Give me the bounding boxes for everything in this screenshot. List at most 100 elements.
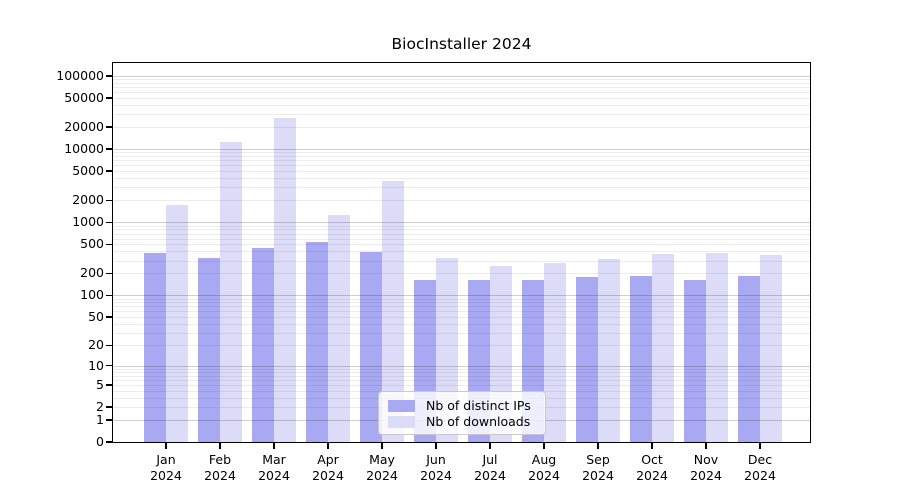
x-tick-label-year: 2024: [204, 467, 236, 483]
x-tick-label: Apr 2024: [296, 452, 360, 483]
y-tick-label: 5000: [72, 163, 104, 179]
x-tick-label-year: 2024: [366, 467, 398, 483]
x-tick: [381, 443, 383, 449]
y-tick: [106, 384, 113, 386]
x-tick: [165, 443, 167, 449]
x-tick-label-year: 2024: [582, 467, 614, 483]
x-tick-label-month: Nov: [693, 452, 719, 467]
gridline-minor: [113, 171, 810, 173]
x-tick-label: Oct 2024: [620, 452, 684, 483]
gridline-minor: [113, 187, 810, 189]
legend: Nb of distinct IPs Nb of downloads: [378, 391, 546, 435]
gridline-minor: [113, 178, 810, 180]
gridline-minor: [113, 323, 810, 325]
y-tick: [106, 344, 113, 346]
gridline-minor: [113, 306, 810, 308]
gridline-minor: [113, 385, 810, 387]
gridline-major: [113, 365, 810, 367]
gridline-minor: [113, 229, 810, 231]
gridline-minor: [113, 316, 810, 318]
gridline-minor: [113, 114, 810, 116]
bar-distinct-ips-sep-2024: [576, 276, 598, 442]
x-tick-label-month: Aug: [531, 452, 557, 467]
gridline-minor: [113, 79, 810, 81]
bar-downloads-may-2024: [382, 181, 404, 442]
y-tick-label: 5: [96, 377, 104, 393]
x-tick-label-month: May: [369, 452, 395, 467]
y-tick-label: 50000: [64, 89, 104, 105]
y-tick-label: 200: [80, 265, 104, 281]
x-tick: [273, 443, 275, 449]
x-tick: [327, 443, 329, 449]
x-tick: [543, 443, 545, 449]
y-tick: [106, 294, 113, 296]
y-tick-label: 0: [96, 434, 104, 449]
gridline-minor: [113, 244, 810, 246]
gridline-minor: [113, 200, 810, 202]
gridline-minor: [113, 332, 810, 334]
y-tick-label: 100: [80, 287, 104, 303]
y-tick-label: 2000: [72, 192, 104, 208]
gridline-minor: [113, 260, 810, 262]
gridline-minor: [113, 273, 810, 275]
y-tick: [106, 419, 113, 421]
gridline-minor: [113, 225, 810, 227]
legend-label-downloads: Nb of downloads: [426, 414, 531, 429]
gridline-minor: [113, 105, 810, 107]
bar-distinct-ips-nov-2024: [684, 280, 706, 442]
x-tick: [219, 443, 221, 449]
legend-swatch-downloads: [388, 415, 415, 428]
gridline-minor: [113, 302, 810, 304]
y-tick-label: 1000: [72, 214, 104, 230]
x-tick: [705, 443, 707, 449]
bar-downloads-nov-2024: [706, 253, 728, 442]
x-tick: [435, 443, 437, 449]
x-tick-label-month: Oct: [641, 452, 663, 467]
y-tick: [106, 441, 113, 443]
gridline-minor: [113, 92, 810, 94]
legend-label-distinct-ips: Nb of distinct IPs: [426, 398, 531, 413]
bar-distinct-ips-dec-2024: [738, 276, 760, 442]
x-tick: [651, 443, 653, 449]
bar-distinct-ips-jan-2024: [144, 253, 166, 442]
gridline-minor: [113, 251, 810, 253]
x-tick-label-month: Sep: [586, 452, 610, 467]
gridline-minor: [113, 233, 810, 235]
chart-title: BiocInstaller 2024: [391, 35, 532, 53]
y-tick: [106, 365, 113, 367]
y-tick: [106, 126, 113, 128]
y-tick: [106, 75, 113, 77]
y-tick: [106, 406, 113, 408]
gridline-minor: [113, 368, 810, 370]
gridline-major: [113, 295, 810, 297]
gridline-major: [113, 149, 810, 151]
x-tick-label-year: 2024: [690, 467, 722, 483]
x-tick-label-month: Mar: [262, 452, 286, 467]
x-tick-label: Aug 2024: [512, 452, 576, 483]
y-tick-label: 500: [80, 236, 104, 252]
y-tick-label: 20000: [64, 119, 104, 135]
plot-area: [113, 63, 810, 442]
x-tick-label-month: Dec: [747, 452, 773, 467]
bar-downloads-aug-2024: [544, 262, 566, 442]
x-tick-label-year: 2024: [258, 467, 290, 483]
gridline-minor: [113, 82, 810, 84]
x-tick-label: Nov 2024: [674, 452, 738, 483]
gridline-minor: [113, 380, 810, 382]
y-tick-label: 20: [88, 337, 104, 353]
gridline-minor: [113, 311, 810, 313]
bar-downloads-dec-2024: [760, 255, 782, 442]
gridline-major: [113, 75, 810, 77]
y-tick-label: 10000: [64, 141, 104, 157]
y-tick: [106, 272, 113, 274]
x-tick-label: May 2024: [350, 452, 414, 483]
x-tick-label-month: Feb: [208, 452, 232, 467]
y-tick-label: 100000: [56, 67, 104, 83]
y-tick: [106, 316, 113, 318]
legend-item-distinct-ips: Nb of distinct IPs: [388, 398, 537, 413]
gridline-minor: [113, 165, 810, 167]
bar-distinct-ips-apr-2024: [306, 242, 328, 442]
legend-item-downloads: Nb of downloads: [388, 414, 537, 429]
bar-distinct-ips-feb-2024: [198, 257, 220, 442]
x-tick-label-year: 2024: [420, 467, 452, 483]
